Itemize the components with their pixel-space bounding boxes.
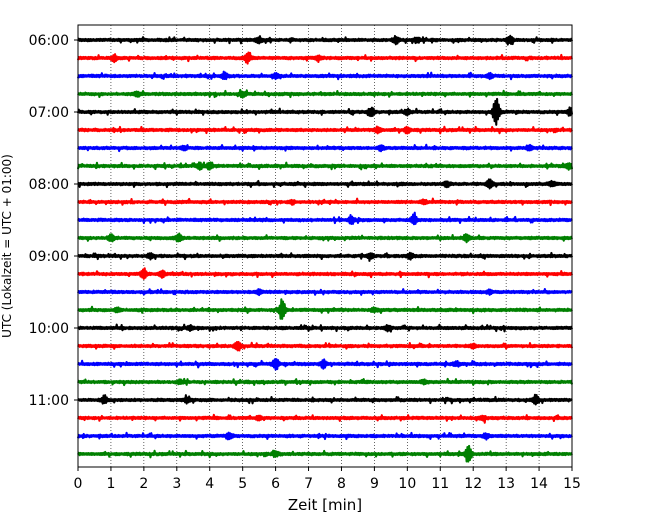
trace-0715 [77,125,573,135]
trace-0930 [77,288,573,297]
x-tick-label: 6 [271,476,280,492]
trace-0800 [77,178,573,190]
y-tick-label: 09:00 [29,249,69,265]
trace-1045 [77,377,574,387]
x-tick-label: 4 [205,476,214,492]
x-tick-label: 5 [238,476,247,492]
x-tick-label: 1 [106,476,115,492]
x-tick-label: 11 [431,476,449,492]
x-tick-label: 0 [74,476,83,492]
x-axis-label: Zeit [min] [288,496,362,514]
trace-0915 [77,267,573,280]
trace-0830 [77,211,573,226]
x-tick-label: 8 [337,476,346,492]
trace-0815 [77,197,573,207]
y-tick-label: 07:00 [29,105,69,121]
trace-0745 [76,161,574,171]
x-tick-label: 3 [172,476,181,492]
trace-1000 [77,323,573,333]
trace-0615 [76,51,573,65]
trace-1100 [77,393,573,406]
x-tick-label: 15 [563,476,581,492]
y-tick-label: 10:00 [29,321,69,337]
x-tick-label: 14 [530,476,548,492]
plot-frame [77,24,573,468]
y-tick-label: 08:00 [29,177,69,193]
trace-0900 [77,251,573,262]
trace-0700 [76,97,574,126]
trace-1030 [77,358,573,371]
trace-1115 [77,413,573,424]
trace-1130 [76,431,573,441]
y-axis: 06:00 07:00 08:00 09:00 10:00 11:00 [29,33,78,409]
x-tick-label: 10 [398,476,416,492]
trace-1145 [77,444,573,463]
x-tick-label: 13 [497,476,515,492]
y-axis-label: UTC (Lokalzeit = UTC + 01:00) [0,154,14,338]
x-tick-label: 9 [370,476,379,492]
trace-1015 [77,340,574,352]
trace-0730 [77,143,573,153]
y-tick-label: 11:00 [29,393,69,409]
trace-0600 [77,34,573,46]
y-tick-label: 06:00 [29,33,69,49]
x-tick-label: 12 [464,476,482,492]
trace-layer [76,34,574,463]
x-axis: 0 1 2 3 4 5 6 7 8 9 10 11 12 13 14 15 [74,467,581,492]
trace-0845 [77,232,573,244]
trace-0945 [77,298,573,320]
x-tick-label: 2 [139,476,148,492]
trace-0645 [77,88,573,99]
trace-0630 [76,70,573,81]
x-tick-label: 7 [304,476,313,492]
